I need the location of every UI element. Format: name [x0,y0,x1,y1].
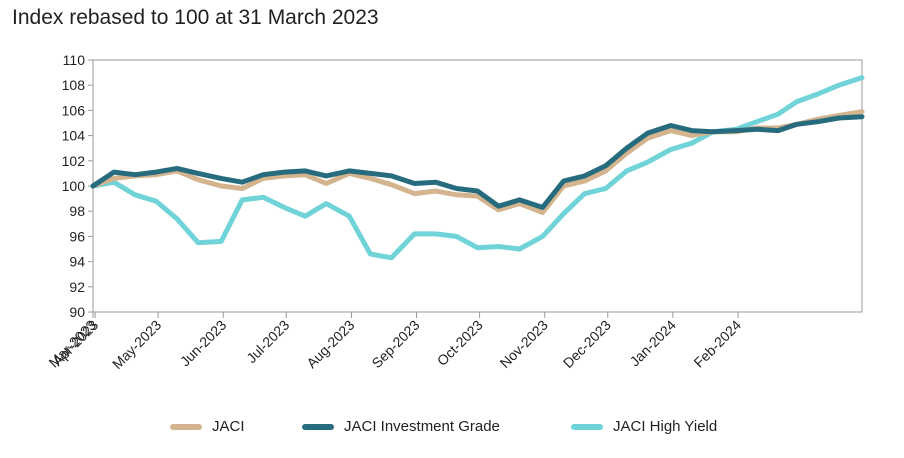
x-tick-label: Jan-2024 [626,317,679,370]
legend-label: JACI High Yield [613,418,718,435]
y-tick-label: 106 [62,102,86,118]
x-tick-label: Feb-2024 [690,317,744,371]
y-tick-label: 96 [69,228,85,244]
legend-label: JACI Investment Grade [344,418,500,435]
legend-item: JACI High Yield [571,418,717,435]
x-tick-label: Dec-2023 [560,317,614,371]
series-line-jaci-high-yield [90,75,865,261]
legend-label: JACI [212,418,245,435]
y-tick-labels: 90 92 94 96 98 100 102 104 106 108 110 [62,52,86,320]
plot-frame [92,59,863,313]
y-tick-label: 108 [62,77,86,93]
y-tick-label: 90 [69,304,85,320]
y-tick-label: 110 [63,52,86,68]
x-tick-label: Jun-2023 [177,317,230,370]
legend-item: JACI Investment Grade [302,418,500,435]
legend: JACI JACI Investment Grade JACI High Yield [0,418,904,444]
y-tick-label: 98 [69,203,85,219]
legend-item: JACI [170,418,245,435]
series-line-jaci-investment-grade [90,114,865,210]
x-tick-label: Sep-2023 [368,317,422,371]
y-tick-label: 100 [62,178,86,194]
x-tick-label: May-2023 [109,317,164,372]
legend-swatch [302,423,334,430]
x-tick-label: Apr-2023 [49,317,101,369]
x-tick-label: Oct-2023 [434,317,486,369]
x-tick-label: Aug-2023 [303,317,357,371]
x-tick-label: Jul-2023 [243,317,292,366]
y-tick-label: 92 [69,279,85,295]
chart-title: Index rebased to 100 at 31 March 2023 [12,6,379,29]
y-tick-label: 94 [69,254,85,270]
legend-swatch [170,423,202,430]
series-lines [90,75,865,261]
x-tick-label: Nov-2023 [497,317,551,371]
legend-swatch [571,423,603,430]
y-tick-label: 104 [62,128,86,144]
y-tick-label: 102 [62,153,86,169]
